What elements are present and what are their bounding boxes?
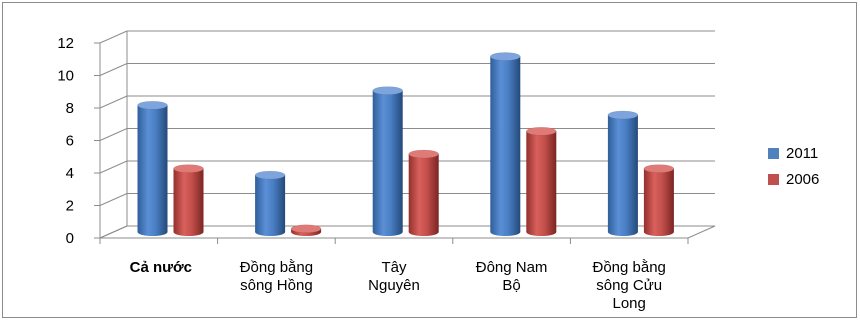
chart-floor [99, 225, 716, 239]
y-tick-label: 8 [66, 100, 74, 117]
bar-base [372, 228, 403, 236]
bar-base [607, 228, 638, 236]
bar-base [408, 228, 439, 236]
bar-base [173, 228, 204, 236]
bar-top [607, 110, 639, 120]
y-tick-label: 10 [57, 68, 74, 85]
bar-top [137, 101, 168, 110]
y-tick-label: 2 [66, 198, 74, 215]
legend-swatch-2006 [768, 174, 779, 185]
bar-2006-3 [526, 127, 557, 236]
y-tick-label: 12 [57, 35, 74, 52]
bar-top [173, 164, 204, 173]
x-category-label: Cả nước [130, 259, 192, 276]
gridline-diagonal [99, 160, 128, 174]
gridline-diagonal [99, 95, 128, 109]
bar-top [372, 86, 403, 95]
bar-2006-4 [643, 164, 675, 236]
bar-base [526, 228, 557, 236]
bar-2011-4 [607, 110, 639, 236]
bar-base [137, 228, 168, 236]
bar-top [643, 164, 675, 173]
bar-top [490, 52, 521, 61]
gridline-diagonal [99, 128, 128, 141]
bar-body [255, 175, 286, 232]
gridline-diagonal [99, 63, 128, 76]
x-category-label: Đông Nam Bộ [476, 259, 548, 294]
x-category-label: Đồng bằng sông Cửu Long [592, 259, 665, 312]
bar-base [255, 228, 286, 236]
legend-label-2006: 2006 [786, 171, 819, 188]
bar-2006-0 [173, 164, 204, 236]
x-category-label: Đồng bằng sông Hồng [240, 259, 313, 294]
bar-top [290, 224, 322, 233]
bar-2006-2 [408, 149, 439, 236]
y-tick-label: 0 [66, 230, 74, 247]
bar-body [526, 131, 557, 232]
bar-top [526, 127, 557, 136]
bar-body [607, 115, 638, 232]
bar-body [173, 168, 204, 232]
y-tick-label: 4 [66, 165, 74, 182]
bar-2011-1 [254, 170, 286, 236]
bar-body [137, 105, 168, 232]
legend-swatch-2011 [768, 148, 779, 159]
bar-top [254, 170, 286, 180]
bar-base [643, 228, 674, 236]
x-category-label: Tây Nguyên [368, 259, 420, 294]
bar-2011-0 [137, 101, 168, 236]
bar-body [643, 168, 674, 232]
bar-body [408, 154, 439, 232]
bar-2006-1 [290, 224, 322, 236]
gridline-diagonal [99, 193, 128, 206]
legend-label-2011: 2011 [786, 145, 818, 162]
bar-2011-3 [490, 52, 521, 236]
gridline-diagonal [99, 30, 128, 44]
bar-top [408, 149, 439, 159]
bar-body [490, 56, 521, 232]
bar-2011-2 [372, 86, 403, 236]
bar-base [490, 228, 521, 236]
y-tick-label: 6 [66, 133, 74, 150]
bar-body [372, 90, 403, 232]
